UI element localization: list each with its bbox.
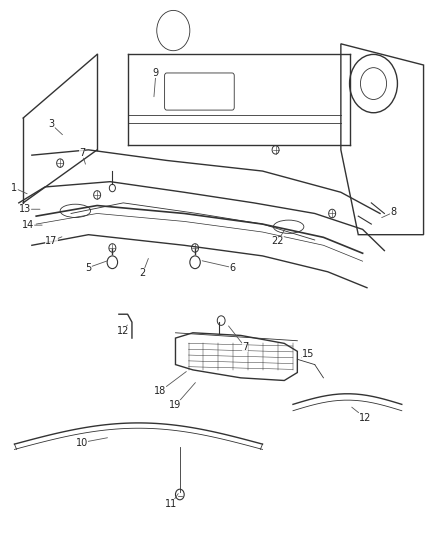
Circle shape	[107, 256, 117, 269]
Text: 12: 12	[117, 325, 130, 336]
Text: 19: 19	[170, 383, 195, 410]
Text: 6: 6	[202, 261, 235, 272]
Text: 15: 15	[302, 349, 314, 359]
Text: 17: 17	[45, 236, 62, 246]
Text: 7: 7	[79, 148, 85, 164]
Text: 7: 7	[229, 326, 248, 352]
Text: 2: 2	[140, 259, 148, 278]
Text: 13: 13	[19, 204, 40, 214]
Circle shape	[272, 146, 279, 154]
Text: 14: 14	[22, 220, 42, 230]
Circle shape	[109, 244, 116, 252]
Text: 22: 22	[272, 229, 285, 246]
Text: 8: 8	[381, 207, 396, 217]
Text: 11: 11	[165, 494, 178, 509]
Circle shape	[217, 316, 225, 325]
Circle shape	[57, 159, 64, 167]
Circle shape	[328, 209, 336, 217]
Text: 5: 5	[85, 261, 107, 272]
Text: 12: 12	[352, 407, 371, 423]
Text: 9: 9	[153, 68, 159, 96]
Circle shape	[190, 256, 200, 269]
Text: 1: 1	[11, 183, 27, 194]
Circle shape	[94, 191, 101, 199]
Text: 18: 18	[154, 372, 186, 396]
Circle shape	[176, 489, 184, 500]
Circle shape	[191, 244, 198, 252]
Text: 10: 10	[76, 438, 107, 448]
Text: 3: 3	[48, 119, 63, 135]
Circle shape	[110, 184, 116, 192]
